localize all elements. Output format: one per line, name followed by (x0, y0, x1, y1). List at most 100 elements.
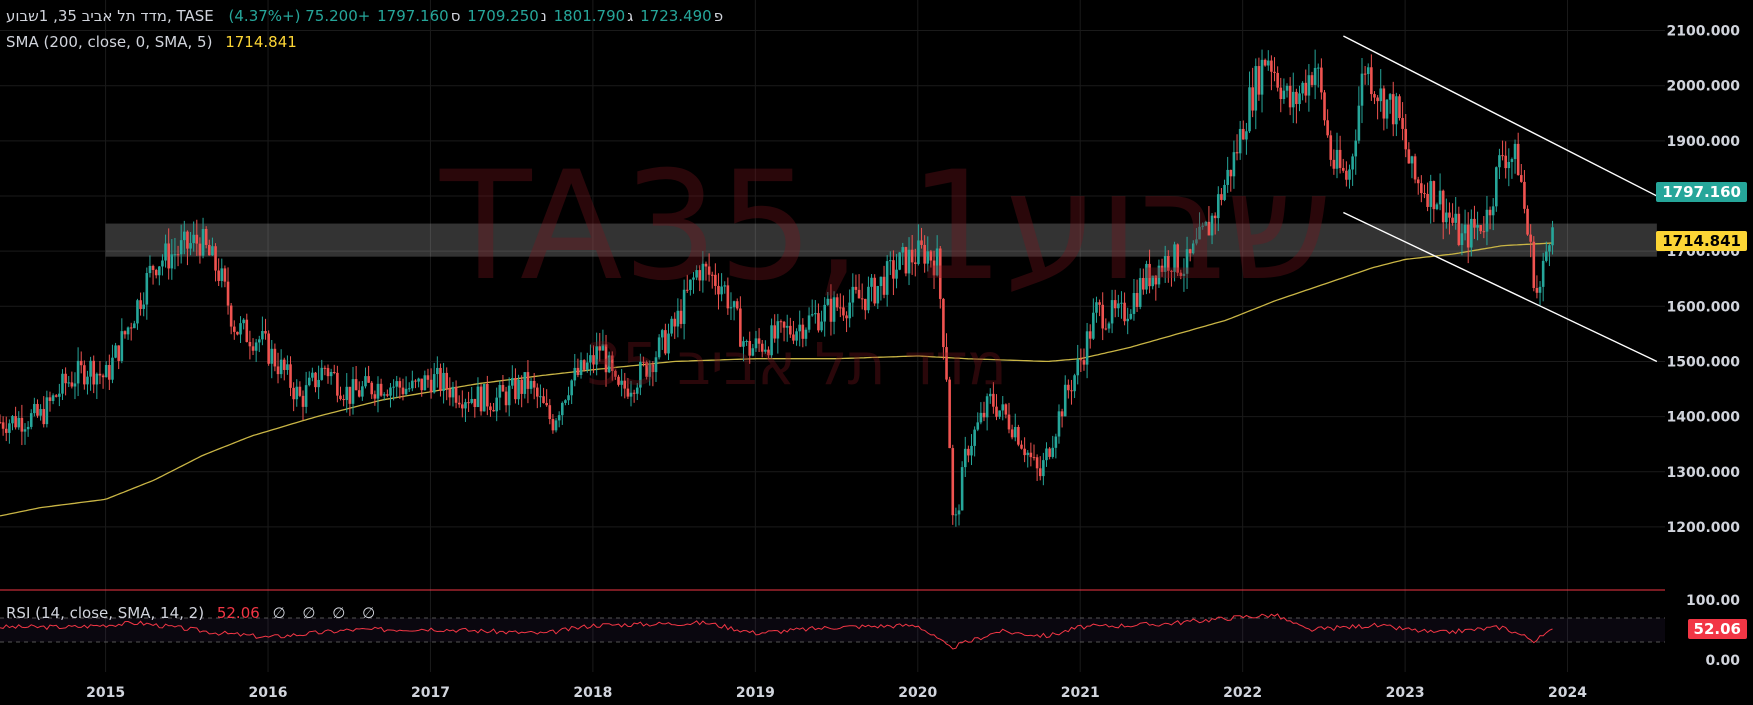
candle-body (273, 348, 277, 367)
time-tick-label: 2017 (411, 685, 450, 701)
candle-body (1532, 241, 1536, 288)
candle-body (429, 379, 433, 393)
candle-body (242, 319, 245, 324)
candle-body (1538, 286, 1542, 293)
candle-body (154, 269, 158, 276)
candle-body (1354, 140, 1358, 157)
candle-body (192, 234, 195, 244)
candle-body (523, 372, 527, 394)
candle-body (42, 409, 46, 425)
candle-body (83, 365, 86, 385)
candle-body (1073, 375, 1076, 392)
candle-body (86, 376, 89, 385)
candle-body (104, 365, 108, 378)
rsi-legend[interactable]: RSI (14, close, SMA, 14, 2) 52.06 ∅ ∅ ∅ … (6, 604, 383, 622)
candle-body (158, 266, 161, 276)
candle-body (1182, 273, 1186, 276)
candle-body (401, 387, 405, 395)
candle-body (767, 349, 770, 356)
symbol-legend[interactable]: מדד תל אביב 35, 1שבוע, TASE פ1723.490 ג1… (6, 7, 725, 25)
candle-body (1495, 167, 1498, 207)
candle-body (170, 254, 174, 269)
candle-body (1076, 359, 1080, 376)
price-tick-label: 1900.000 (1666, 134, 1740, 150)
candle-body (548, 405, 552, 420)
candle-body (226, 281, 230, 306)
candle-body (1510, 159, 1514, 162)
candle-body (304, 385, 308, 407)
candle-body (420, 378, 424, 391)
candle-body (367, 376, 370, 383)
candle-body (1448, 212, 1451, 218)
candle-body (942, 298, 945, 348)
candle-body (957, 510, 961, 515)
candle-body (1051, 447, 1055, 457)
candle-body (751, 348, 755, 356)
candle-body (779, 321, 783, 323)
candle-body (329, 372, 333, 377)
candle-body (1226, 169, 1229, 185)
candle-body (754, 338, 758, 349)
candle-body (1401, 118, 1404, 129)
candle-body (373, 394, 377, 399)
candle-body (1038, 468, 1042, 477)
price-axis[interactable]: 2100.0002000.0001900.0001800.0001700.000… (1666, 24, 1740, 669)
resistance-zone[interactable] (105, 223, 1657, 257)
candle-body (1551, 227, 1554, 246)
candle-body (1138, 277, 1142, 307)
candle-body (289, 364, 292, 388)
candle-body (211, 246, 214, 256)
candle-body (1316, 67, 1320, 69)
sma-legend[interactable]: SMA (200, close, 0, SMA, 5) 1714.841 (6, 33, 299, 51)
candle-body (8, 423, 11, 433)
candle-body (1170, 270, 1173, 272)
candle-body (1313, 67, 1317, 85)
candle-body (739, 308, 742, 347)
candle-body (888, 260, 892, 262)
candle-body (1335, 149, 1339, 169)
candle-body (1295, 91, 1298, 105)
candle-body (1391, 94, 1395, 125)
candle-body (1529, 234, 1532, 242)
candle-body (1413, 156, 1417, 180)
candle-body (526, 372, 530, 389)
candle-body (632, 392, 636, 394)
candle-body (1348, 169, 1351, 180)
candle-body (835, 297, 839, 308)
candle-body (183, 231, 186, 241)
candle-body (261, 331, 264, 340)
candle-body (382, 394, 386, 396)
candle-body (520, 379, 523, 394)
candle-body (251, 346, 255, 351)
candle-body (723, 285, 727, 287)
candle-body (667, 333, 670, 354)
candle-body (451, 386, 455, 398)
candle-body (1260, 59, 1264, 95)
candle-body (1204, 221, 1208, 226)
candle-body (1160, 265, 1164, 272)
candle-body (1241, 128, 1245, 140)
candle-body (1304, 82, 1308, 96)
candle-body (133, 323, 136, 329)
time-tick-label: 2018 (573, 685, 612, 701)
candle-body (1251, 87, 1254, 111)
candle-body (448, 388, 452, 398)
candle-body (514, 378, 517, 400)
candle-body (195, 234, 199, 244)
candle-body (139, 300, 142, 309)
candle-body (857, 289, 861, 299)
candle-body (1142, 277, 1145, 290)
candle-body (776, 321, 780, 339)
candle-body (1426, 193, 1429, 207)
candle-body (117, 345, 121, 361)
trend-channel[interactable] (1343, 35, 1658, 363)
candle-body (264, 331, 267, 334)
candle-body (1463, 224, 1467, 234)
candle-body (1363, 73, 1367, 75)
candle-body (1341, 167, 1345, 171)
candle-body (898, 252, 901, 270)
time-axis[interactable]: 2015 2016 2017 2018 2019 2020 2021 2022 2023 2024 (86, 685, 1587, 701)
candle-body (745, 340, 748, 342)
candle-body (407, 388, 411, 390)
